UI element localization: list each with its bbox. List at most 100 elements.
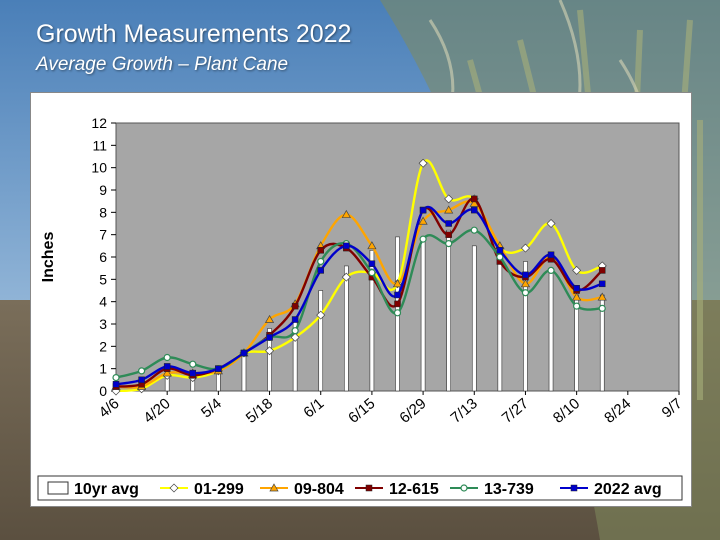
bar-10yr-avg — [369, 250, 375, 392]
legend-marker-01-299 — [169, 483, 179, 493]
point-2022-avg — [394, 291, 401, 299]
point-13-739 — [521, 289, 530, 297]
bar-10yr-avg — [497, 258, 503, 392]
point-09-804 — [341, 209, 351, 218]
x-tick-label: 6/29 — [396, 395, 429, 427]
bar-10yr-avg — [267, 328, 272, 392]
y-tick-label: 1 — [99, 361, 107, 377]
point-12-615 — [445, 231, 452, 238]
y-tick-label: 2 — [99, 338, 107, 354]
point-13-739 — [137, 367, 146, 375]
x-tick-label: 9/7 — [659, 395, 686, 421]
x-tick-label: 4/20 — [140, 395, 173, 427]
point-2022-avg — [419, 206, 427, 214]
x-tick-label: 5/18 — [243, 395, 276, 427]
point-01-299 — [290, 332, 300, 342]
legend-marker-09-804 — [269, 483, 279, 492]
legend-label-01-299: 01-299 — [194, 481, 244, 498]
x-tick-label: 6/1 — [300, 395, 327, 421]
bar-10yr-avg — [318, 290, 324, 392]
point-09-804 — [597, 292, 607, 301]
point-12-615 — [471, 195, 478, 203]
y-tick-label: 12 — [91, 115, 107, 131]
point-2022-avg — [291, 316, 299, 323]
bar-10yr-avg — [548, 267, 554, 392]
point-13-739 — [189, 360, 197, 368]
legend-label-09-804: 09-804 — [294, 481, 344, 498]
point-13-739 — [445, 240, 453, 248]
point-13-739 — [393, 309, 402, 317]
point-01-299 — [520, 243, 530, 253]
point-13-739 — [112, 374, 120, 382]
y-axis-label: Inches — [40, 232, 57, 283]
point-13-739 — [598, 304, 606, 312]
x-tick-label: 4/6 — [96, 395, 123, 421]
point-2022-avg — [598, 280, 606, 288]
slide-title: Growth Measurements 2022 — [36, 20, 352, 48]
series-line-13-739 — [115, 228, 603, 379]
y-tick-label: 3 — [99, 316, 107, 332]
point-09-804 — [264, 314, 275, 323]
point-13-739 — [496, 253, 504, 261]
point-2022-avg — [445, 220, 452, 227]
point-12-615 — [394, 300, 401, 308]
x-tick-label: 7/13 — [448, 395, 481, 427]
y-tick-label: 5 — [99, 271, 107, 287]
y-tick-label: 8 — [99, 204, 107, 220]
point-12-615 — [291, 302, 299, 310]
legend-label-2022-avg: 2022 avg — [594, 481, 662, 498]
legend-swatch-10yr-avg — [47, 481, 69, 495]
point-01-299 — [316, 310, 326, 320]
point-13-739 — [317, 257, 325, 266]
point-01-299 — [444, 194, 454, 204]
x-tick-label: 6/15 — [345, 395, 378, 427]
point-2022-avg — [317, 267, 324, 274]
point-2022-avg — [215, 365, 222, 372]
point-2022-avg — [112, 381, 120, 388]
legend-label-12-615: 12-615 — [389, 481, 439, 498]
point-13-739 — [419, 235, 427, 243]
point-13-739 — [291, 327, 299, 335]
legend-label-13-739: 13-739 — [484, 481, 534, 498]
y-tick-label: 6 — [99, 249, 107, 265]
point-12-615 — [317, 247, 324, 254]
y-tick-label: 4 — [99, 294, 107, 310]
point-09-804 — [418, 216, 428, 225]
point-13-739 — [368, 269, 376, 277]
point-13-739 — [547, 266, 555, 274]
point-2022-avg — [471, 206, 478, 214]
x-tick-label: 7/27 — [499, 395, 532, 427]
bar-10yr-avg — [471, 245, 477, 392]
bar-10yr-avg — [241, 354, 247, 392]
point-2022-avg — [496, 247, 504, 254]
y-tick-label: 11 — [92, 137, 107, 153]
series-line-12-615 — [115, 197, 604, 388]
point-2022-avg — [266, 334, 273, 341]
y-tick-label: 7 — [99, 227, 107, 243]
point-2022-avg — [343, 242, 350, 250]
point-01-299 — [572, 265, 582, 275]
point-13-739 — [470, 226, 478, 234]
legend-marker-13-739 — [460, 484, 468, 492]
bar-10yr-avg — [523, 261, 528, 392]
bar-10yr-avg — [446, 229, 451, 392]
point-13-739 — [163, 353, 171, 362]
point-2022-avg — [522, 271, 529, 279]
slide-subtitle: Average Growth – Plant Cane — [36, 54, 289, 75]
point-2022-avg — [547, 251, 555, 259]
legend-label-10yr-avg: 10yr avg — [74, 481, 139, 498]
y-tick-label: 9 — [99, 182, 107, 198]
point-2022-avg — [138, 376, 145, 384]
point-09-804 — [392, 279, 403, 288]
point-09-804 — [162, 368, 172, 377]
point-01-299 — [546, 219, 556, 228]
legend-marker-12-615 — [365, 484, 373, 492]
point-2022-avg — [240, 349, 248, 357]
point-09-804 — [444, 205, 454, 214]
x-tick-label: 8/10 — [550, 395, 583, 427]
bar-10yr-avg — [344, 265, 349, 392]
point-13-739 — [573, 302, 581, 310]
point-2022-avg — [189, 369, 197, 377]
point-2022-avg — [573, 285, 580, 292]
